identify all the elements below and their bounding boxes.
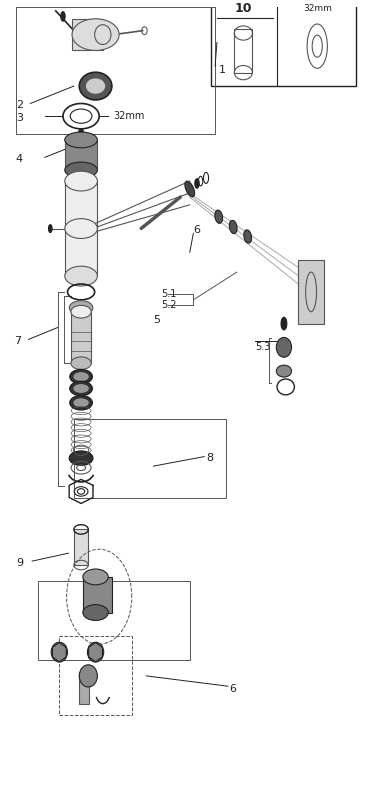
- Ellipse shape: [74, 385, 88, 393]
- Text: 7: 7: [14, 336, 21, 346]
- Ellipse shape: [79, 72, 112, 100]
- Ellipse shape: [87, 642, 104, 662]
- Bar: [299, 260, 324, 323]
- Ellipse shape: [72, 18, 119, 50]
- Bar: [83, 577, 112, 613]
- Bar: [234, 29, 253, 73]
- Text: 6: 6: [230, 684, 237, 694]
- Ellipse shape: [276, 365, 292, 377]
- Circle shape: [61, 12, 65, 21]
- Ellipse shape: [69, 451, 93, 466]
- Bar: [211, 0, 356, 86]
- Ellipse shape: [83, 605, 108, 621]
- Ellipse shape: [65, 171, 97, 191]
- Ellipse shape: [74, 398, 88, 406]
- Ellipse shape: [71, 306, 91, 318]
- Text: 4: 4: [16, 154, 23, 164]
- Ellipse shape: [229, 220, 237, 234]
- Ellipse shape: [83, 569, 108, 585]
- Text: 1: 1: [219, 66, 226, 75]
- Ellipse shape: [70, 382, 92, 396]
- Text: 5.1: 5.1: [161, 289, 176, 298]
- Text: 5.2: 5.2: [161, 300, 176, 310]
- Text: 8: 8: [206, 453, 213, 463]
- Circle shape: [195, 178, 199, 188]
- Ellipse shape: [244, 230, 251, 243]
- Ellipse shape: [306, 272, 316, 312]
- Text: 9: 9: [16, 558, 23, 568]
- Ellipse shape: [87, 79, 105, 93]
- Bar: [72, 18, 103, 50]
- Ellipse shape: [51, 642, 68, 662]
- Bar: [65, 181, 97, 276]
- Text: 10: 10: [235, 2, 252, 14]
- Bar: [65, 140, 97, 170]
- Text: 5: 5: [154, 314, 161, 325]
- Bar: [59, 636, 132, 715]
- Text: 3: 3: [16, 113, 23, 122]
- Ellipse shape: [74, 373, 88, 381]
- Bar: [16, 7, 215, 134]
- Ellipse shape: [65, 266, 97, 286]
- Text: 32mm: 32mm: [303, 4, 332, 13]
- Ellipse shape: [185, 181, 195, 197]
- Bar: [79, 672, 89, 704]
- Ellipse shape: [69, 301, 93, 315]
- Ellipse shape: [70, 396, 92, 410]
- Ellipse shape: [65, 162, 97, 178]
- Text: 6: 6: [193, 225, 200, 235]
- Bar: [74, 530, 88, 565]
- Bar: [74, 418, 226, 498]
- Circle shape: [49, 225, 52, 233]
- Ellipse shape: [65, 132, 97, 148]
- Ellipse shape: [215, 210, 223, 223]
- Ellipse shape: [70, 370, 92, 384]
- Text: 32mm: 32mm: [114, 111, 145, 121]
- Ellipse shape: [71, 357, 91, 370]
- Ellipse shape: [79, 665, 97, 687]
- Bar: [38, 581, 190, 660]
- Text: 2: 2: [16, 100, 23, 110]
- Circle shape: [281, 318, 287, 330]
- Text: 5.3: 5.3: [255, 342, 270, 352]
- Ellipse shape: [65, 218, 97, 238]
- Bar: [71, 312, 91, 363]
- Circle shape: [78, 129, 84, 142]
- Ellipse shape: [276, 338, 292, 358]
